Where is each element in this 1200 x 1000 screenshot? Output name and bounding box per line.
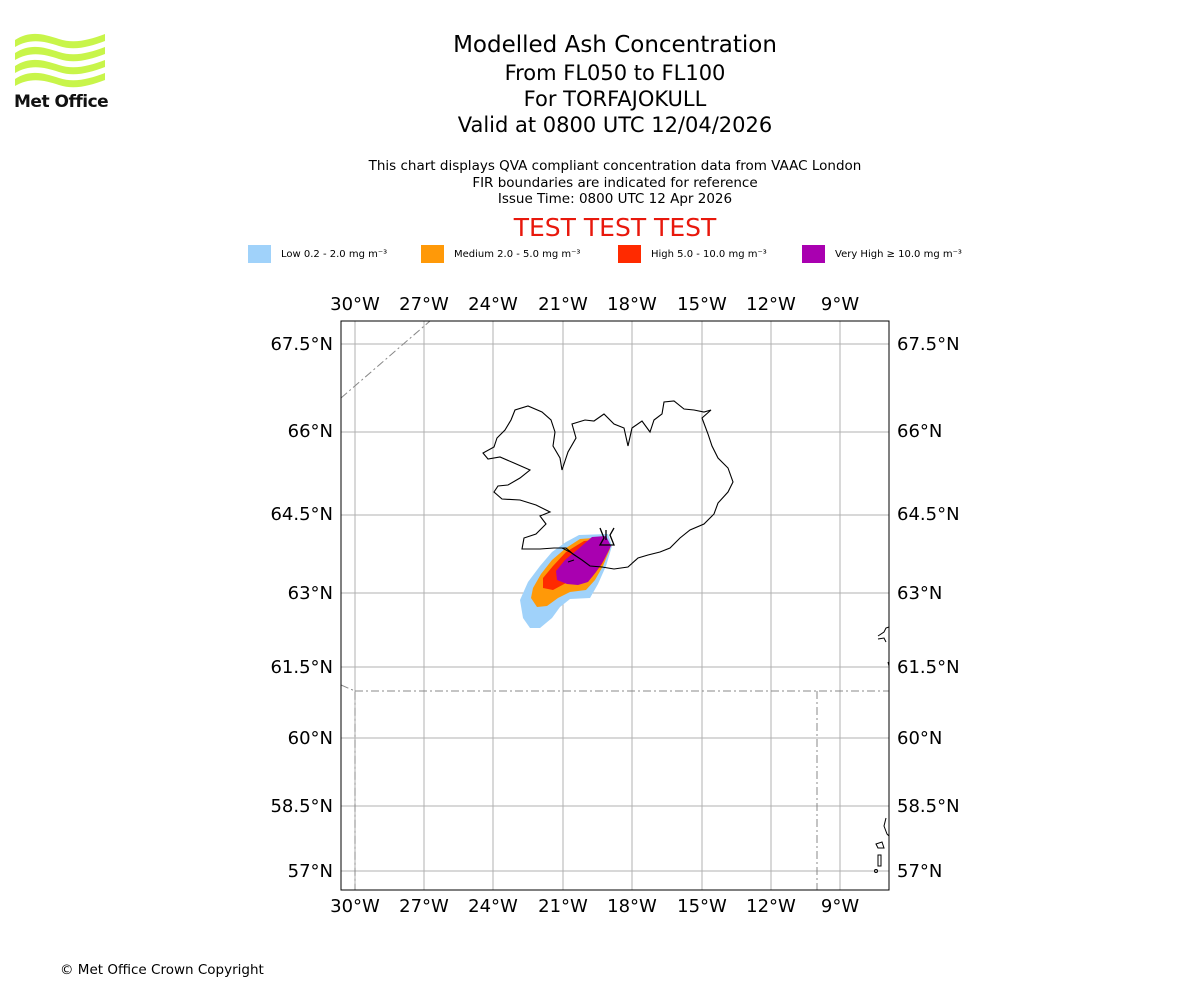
valid-time: Valid at 0800 UTC 12/04/2026	[457, 113, 773, 137]
copyright: © Met Office Crown Copyright	[60, 962, 264, 978]
volcano-marker	[598, 527, 615, 546]
legend: Low 0.2 - 2.0 mg m⁻³ Medium 2.0 - 5.0 mg…	[0, 244, 1200, 264]
legend-item-very-high: Very High ≥ 10.0 mg m⁻³	[802, 244, 962, 264]
lon-labels-bottom: 30°W 27°W 24°W 21°W 18°W 15°W 12°W 9°W	[330, 896, 859, 917]
legend-item-low: Low 0.2 - 2.0 mg m⁻³	[248, 244, 387, 264]
lat-label-left: 63°N	[288, 583, 333, 604]
chart-info: This chart displays QVA compliant concen…	[280, 158, 950, 208]
lat-label-left: 67.5°N	[270, 334, 333, 355]
lon-label-top: 9°W	[821, 294, 859, 315]
legend-swatch-medium	[421, 245, 444, 263]
lat-label-left: 60°N	[288, 728, 333, 749]
lat-label-left: 57°N	[288, 861, 333, 882]
map-frame	[340, 320, 890, 891]
lat-labels-left: 67.5°N 66°N 64.5°N 63°N 61.5°N 60°N 58.5…	[270, 334, 333, 882]
chart-titles: Modelled Ash Concentration From FL050 to…	[280, 30, 950, 138]
lat-label-right: 66°N	[897, 421, 942, 442]
lat-labels-right: 67.5°N 66°N 64.5°N 63°N 61.5°N 60°N 58.5…	[897, 334, 960, 882]
legend-item-medium: Medium 2.0 - 5.0 mg m⁻³	[421, 244, 580, 264]
lat-label-right: 64.5°N	[897, 504, 960, 525]
lat-label-right: 63°N	[897, 583, 942, 604]
test-banner: TEST TEST TEST	[513, 213, 717, 242]
lat-label-left: 64.5°N	[270, 504, 333, 525]
lon-label-bottom: 24°W	[468, 896, 518, 917]
lon-label-bottom: 15°W	[677, 896, 727, 917]
scottish-islands	[874, 817, 889, 873]
lat-label-left: 58.5°N	[270, 796, 333, 817]
lon-label-top: 21°W	[538, 294, 588, 315]
lon-label-bottom: 9°W	[821, 896, 859, 917]
legend-swatch-high	[618, 245, 641, 263]
legend-swatch-low	[248, 245, 271, 263]
lat-label-right: 61.5°N	[897, 657, 960, 678]
lat-label-right: 57°N	[897, 861, 942, 882]
lat-label-right: 60°N	[897, 728, 942, 749]
faroe-islands	[877, 626, 889, 667]
lat-label-right: 58.5°N	[897, 796, 960, 817]
flight-levels: From FL050 to FL100	[504, 61, 726, 85]
info-issue-time: Issue Time: 0800 UTC 12 Apr 2026	[497, 191, 733, 207]
lat-label-right: 67.5°N	[897, 334, 960, 355]
lon-label-top: 12°W	[746, 294, 796, 315]
legend-label-very-high: Very High ≥ 10.0 mg m⁻³	[835, 248, 962, 260]
iceland-coastline	[482, 400, 734, 570]
lon-label-bottom: 12°W	[746, 896, 796, 917]
gridlines	[341, 321, 889, 890]
fir-boundaries	[341, 321, 889, 890]
lon-label-top: 15°W	[677, 294, 727, 315]
lon-label-top: 18°W	[607, 294, 657, 315]
met-office-logo	[15, 33, 105, 88]
lon-label-top: 24°W	[468, 294, 518, 315]
lon-label-top: 30°W	[330, 294, 380, 315]
map-content	[341, 321, 889, 890]
lat-label-left: 61.5°N	[270, 657, 333, 678]
volcano-name: For TORFAJOKULL	[523, 87, 707, 111]
lon-label-top: 27°W	[399, 294, 449, 315]
legend-label-medium: Medium 2.0 - 5.0 mg m⁻³	[454, 248, 581, 260]
legend-item-high: High 5.0 - 10.0 mg m⁻³	[618, 244, 767, 264]
lon-label-bottom: 27°W	[399, 896, 449, 917]
lon-label-bottom: 18°W	[607, 896, 657, 917]
legend-swatch-very-high	[802, 245, 825, 263]
info-line-1: This chart displays QVA compliant concen…	[368, 158, 862, 174]
legend-label-high: High 5.0 - 10.0 mg m⁻³	[651, 248, 767, 260]
lat-label-left: 66°N	[288, 421, 333, 442]
met-office-logo-text: Met Office	[14, 92, 109, 112]
info-line-2: FIR boundaries are indicated for referen…	[472, 174, 758, 191]
lon-label-bottom: 30°W	[330, 896, 380, 917]
lon-label-bottom: 21°W	[538, 896, 588, 917]
page-title: Modelled Ash Concentration	[453, 32, 777, 58]
lon-labels-top: 30°W 27°W 24°W 21°W 18°W 15°W 12°W 9°W	[330, 294, 859, 315]
interior-line	[561, 547, 577, 563]
legend-label-low: Low 0.2 - 2.0 mg m⁻³	[281, 248, 388, 260]
